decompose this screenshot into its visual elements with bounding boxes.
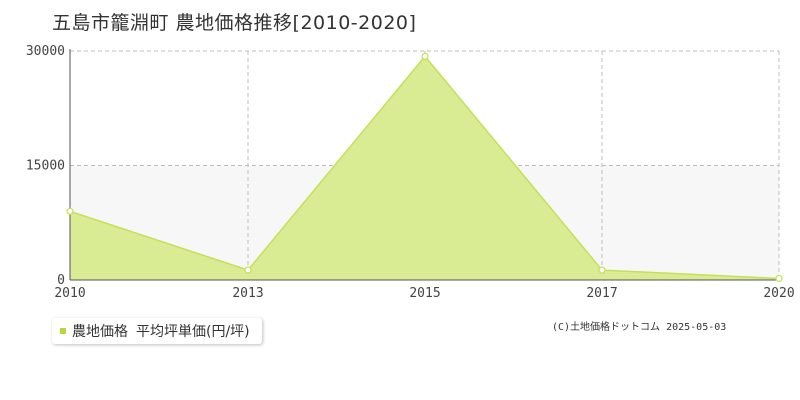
series-area	[70, 56, 779, 280]
x-tick-label: 2010	[54, 286, 85, 301]
data-point	[66, 207, 74, 215]
y-tick-label: 30000	[26, 44, 65, 59]
y-tick-label: 0	[57, 273, 65, 288]
x-tick-label: 2020	[763, 286, 794, 301]
legend: 農地価格 平均坪単価(円/坪)	[52, 318, 262, 344]
data-point	[598, 266, 606, 274]
chart-title: 五島市籠淵町 農地価格推移[2010-2020]	[52, 12, 417, 34]
y-tick-label: 15000	[26, 159, 65, 174]
x-tick-label: 2015	[409, 286, 440, 301]
x-tick-label: 2013	[232, 286, 263, 301]
data-point	[421, 52, 429, 60]
x-tick-label: 2017	[586, 286, 617, 301]
legend-unit-label: 平均坪単価(円/坪)	[136, 324, 250, 340]
legend-swatch	[60, 328, 66, 334]
legend-series-label: 農地価格	[72, 324, 128, 340]
data-point	[244, 266, 252, 274]
data-point	[775, 274, 783, 283]
copyright-credit: (C)土地価格ドットコム 2025-05-03	[552, 322, 727, 333]
